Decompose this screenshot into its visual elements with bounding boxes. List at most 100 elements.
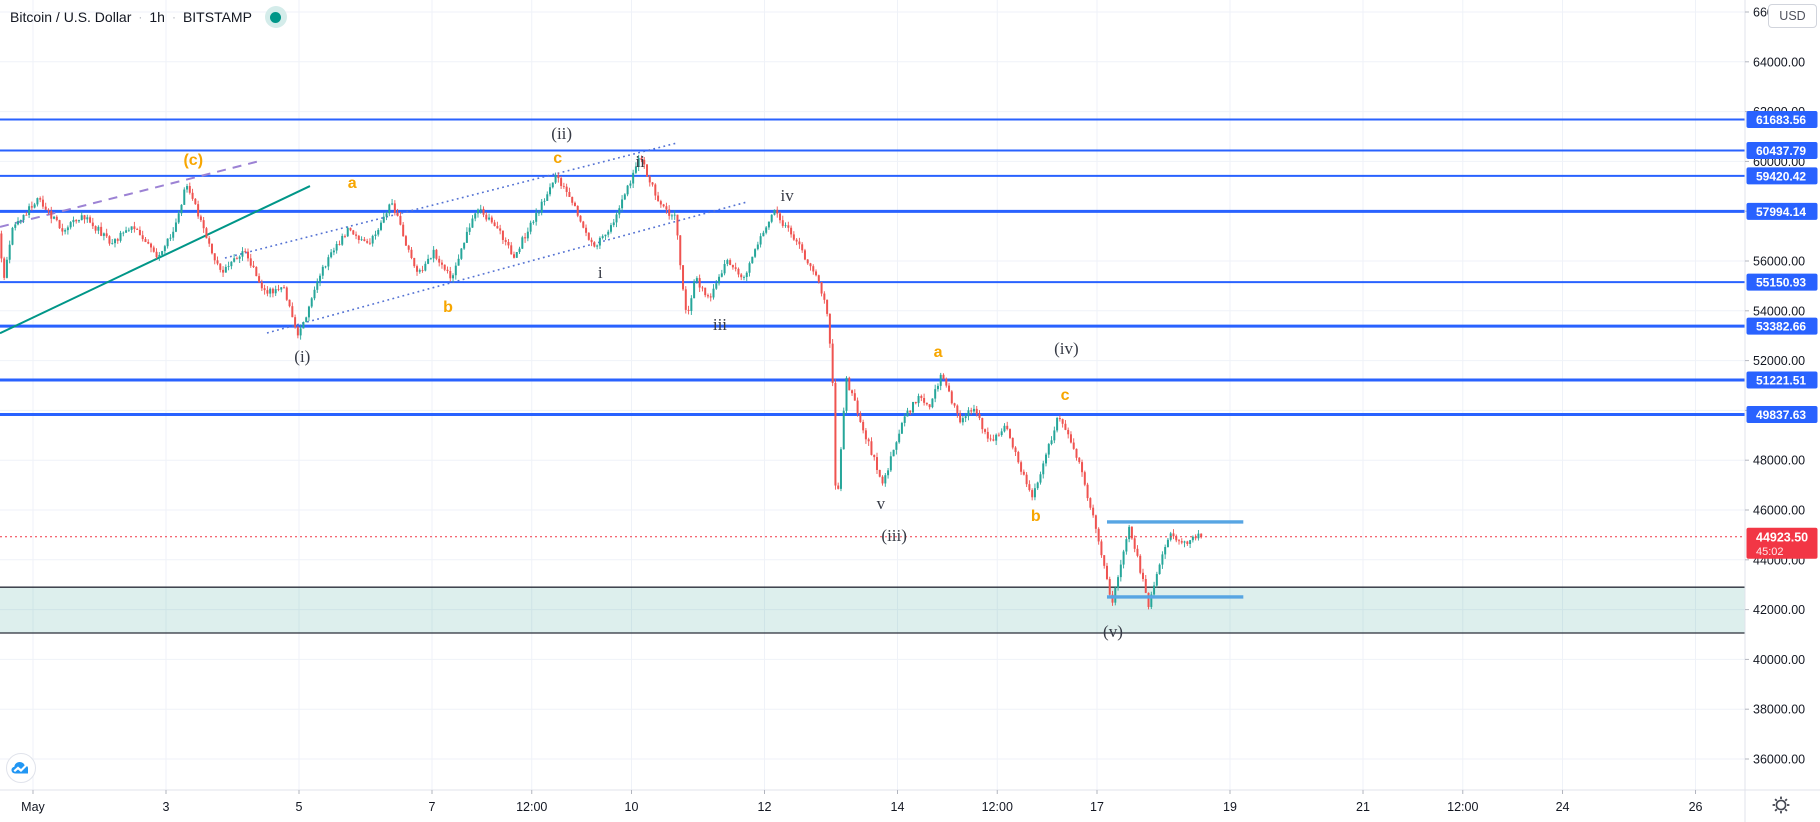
candle-body bbox=[781, 220, 784, 226]
candle-body bbox=[662, 204, 665, 207]
price-level-chip-label: 53382.66 bbox=[1756, 320, 1806, 334]
candle-body bbox=[961, 418, 964, 423]
candle-body bbox=[815, 271, 818, 276]
price-level-chip[interactable] bbox=[1746, 167, 1818, 185]
teal-support-trendline[interactable] bbox=[0, 185, 311, 335]
wave-label[interactable]: (iii) bbox=[881, 526, 907, 545]
price-tick-label[interactable]: 40000.00 bbox=[1753, 653, 1805, 667]
time-tick-label[interactable]: 26 bbox=[1689, 800, 1703, 814]
currency-toggle-button[interactable]: USD bbox=[1768, 4, 1817, 28]
candle-body bbox=[233, 258, 236, 262]
gear-icon bbox=[1772, 796, 1790, 814]
wave-label[interactable]: (v) bbox=[1103, 622, 1123, 641]
price-tick-label[interactable]: 42000.00 bbox=[1753, 603, 1805, 617]
wave-label[interactable]: ii bbox=[635, 152, 645, 171]
candle-body bbox=[790, 227, 793, 235]
wave-label[interactable]: v bbox=[877, 494, 886, 513]
purple-dashed-trendline[interactable] bbox=[0, 159, 261, 228]
candle-body bbox=[14, 224, 17, 228]
candle-body bbox=[36, 198, 39, 205]
wave-label[interactable]: c bbox=[1061, 387, 1070, 404]
wave-label[interactable]: iv bbox=[780, 186, 794, 205]
candle-body bbox=[621, 199, 624, 209]
time-tick-label[interactable]: 12 bbox=[758, 800, 772, 814]
support-zone[interactable] bbox=[0, 587, 1745, 634]
candle-body bbox=[476, 209, 479, 214]
time-tick-label[interactable]: 14 bbox=[891, 800, 905, 814]
exchange-label[interactable]: BITSTAMP bbox=[182, 9, 252, 25]
candle-body bbox=[1075, 448, 1078, 458]
candle-body bbox=[44, 206, 47, 210]
price-tick-label[interactable]: 56000.00 bbox=[1753, 255, 1805, 269]
candle-body bbox=[1022, 471, 1025, 475]
wave-label[interactable]: a bbox=[348, 175, 357, 192]
time-tick-label[interactable]: 12:00 bbox=[982, 800, 1013, 814]
time-tick-label[interactable]: 3 bbox=[163, 800, 170, 814]
candle-body bbox=[147, 241, 150, 244]
price-level-chip[interactable] bbox=[1746, 110, 1818, 128]
candle-body bbox=[210, 243, 213, 254]
wave-label[interactable]: b bbox=[443, 299, 453, 316]
scales-settings-button[interactable] bbox=[1768, 792, 1794, 818]
time-tick-label[interactable]: 24 bbox=[1556, 800, 1570, 814]
candle-body bbox=[593, 242, 596, 247]
candle-body bbox=[366, 241, 369, 243]
channel-upper-dotted[interactable] bbox=[224, 142, 678, 259]
price-level-chip[interactable] bbox=[1746, 202, 1818, 220]
price-level-chip[interactable] bbox=[1746, 317, 1818, 335]
price-tick-label[interactable]: 38000.00 bbox=[1753, 703, 1805, 717]
candle-body bbox=[848, 377, 851, 391]
candle-body bbox=[679, 235, 682, 266]
wave-label[interactable]: (iv) bbox=[1054, 339, 1079, 358]
price-tick-label[interactable]: 54000.00 bbox=[1753, 304, 1805, 318]
channel-lower-dotted[interactable] bbox=[266, 201, 748, 334]
candle-body bbox=[718, 276, 721, 284]
time-tick-label[interactable]: 12:00 bbox=[1447, 800, 1478, 814]
candle-body bbox=[884, 475, 887, 484]
candle-body bbox=[77, 220, 80, 222]
wave-label[interactable]: c bbox=[553, 150, 562, 167]
time-tick-label[interactable]: 12:00 bbox=[516, 800, 547, 814]
candle-body bbox=[452, 275, 455, 279]
current-price-chip[interactable] bbox=[1746, 527, 1818, 559]
price-level-chip[interactable] bbox=[1746, 273, 1818, 291]
wave-label[interactable]: (ii) bbox=[551, 124, 572, 143]
candle-body bbox=[756, 244, 759, 250]
time-tick-label[interactable]: 5 bbox=[296, 800, 303, 814]
time-tick-label[interactable]: 19 bbox=[1223, 800, 1237, 814]
price-level-chip[interactable] bbox=[1746, 371, 1818, 389]
candle-body bbox=[197, 204, 200, 217]
candle-body bbox=[803, 250, 806, 260]
candle-body bbox=[399, 215, 402, 225]
wave-label[interactable]: i bbox=[598, 263, 603, 282]
candle-body bbox=[784, 225, 787, 227]
wave-label[interactable]: (i) bbox=[294, 347, 310, 366]
time-tick-label[interactable]: 7 bbox=[429, 800, 436, 814]
symbol-title[interactable]: Bitcoin / U.S. Dollar bbox=[10, 9, 132, 25]
interval-label[interactable]: 1h bbox=[149, 9, 165, 25]
time-tick-label[interactable]: 21 bbox=[1356, 800, 1370, 814]
price-tick-label[interactable]: 46000.00 bbox=[1753, 504, 1805, 518]
price-tick-label[interactable]: 64000.00 bbox=[1753, 55, 1805, 69]
price-level-chip[interactable] bbox=[1746, 405, 1818, 423]
time-tick-label[interactable]: May bbox=[21, 800, 45, 814]
wave-label[interactable]: b bbox=[1031, 508, 1041, 525]
price-tick-label[interactable]: 48000.00 bbox=[1753, 454, 1805, 468]
candle-body bbox=[1006, 425, 1009, 430]
time-tick-label[interactable]: 10 bbox=[625, 800, 639, 814]
time-tick-label[interactable]: 17 bbox=[1090, 800, 1104, 814]
wave-label[interactable]: iii bbox=[713, 315, 727, 334]
wave-label[interactable]: (c) bbox=[183, 152, 203, 169]
candle-body bbox=[956, 405, 959, 414]
tradingview-logo-button[interactable] bbox=[6, 753, 36, 783]
price-tick-label[interactable]: 52000.00 bbox=[1753, 354, 1805, 368]
candle-body bbox=[787, 225, 790, 228]
candle-body bbox=[53, 216, 56, 219]
candle-body bbox=[111, 243, 114, 244]
candle-body bbox=[108, 236, 111, 244]
candle-body bbox=[208, 238, 211, 244]
wave-label[interactable]: a bbox=[934, 344, 943, 361]
price-tick-label[interactable]: 36000.00 bbox=[1753, 752, 1805, 766]
price-level-chip[interactable] bbox=[1746, 142, 1818, 160]
